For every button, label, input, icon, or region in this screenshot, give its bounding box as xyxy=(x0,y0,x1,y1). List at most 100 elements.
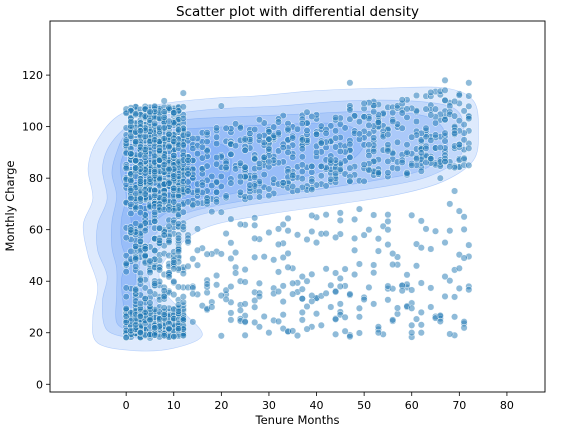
scatter-point xyxy=(251,303,259,311)
scatter-point xyxy=(298,316,306,324)
scatter-point xyxy=(251,253,259,261)
scatter-point xyxy=(241,135,249,143)
scatter-point xyxy=(293,125,302,133)
scatter-point xyxy=(136,329,144,337)
scatter-point xyxy=(365,283,373,291)
scatter-point xyxy=(208,208,216,216)
scatter-point xyxy=(170,184,178,193)
scatter-point xyxy=(170,109,178,117)
scatter-point xyxy=(141,132,149,140)
scatter-point xyxy=(436,174,444,182)
scatter-point xyxy=(355,118,363,126)
scatter-point xyxy=(403,271,411,279)
scatter-point xyxy=(170,277,178,286)
scatter-point xyxy=(308,113,316,121)
scatter-point xyxy=(151,192,159,200)
scatter-point xyxy=(427,245,435,253)
scatter-point xyxy=(303,235,311,244)
scatter-point xyxy=(460,318,468,326)
scatter-point xyxy=(403,141,411,149)
x-tick-label: 60 xyxy=(405,399,419,412)
scatter-point xyxy=(408,286,416,294)
scatter-point xyxy=(241,331,249,339)
scatter-point xyxy=(384,147,392,155)
scatter-point xyxy=(346,164,354,172)
scatter-point xyxy=(408,161,416,169)
scatter-point xyxy=(141,146,149,154)
scatter-point xyxy=(279,311,287,319)
scatter-point xyxy=(351,246,359,254)
scatter-point xyxy=(165,130,173,138)
scatter-point xyxy=(327,156,335,164)
scatter-point xyxy=(465,115,473,123)
scatter-point xyxy=(184,178,192,186)
scatter-point xyxy=(155,266,164,274)
scatter-point xyxy=(255,159,263,168)
scatter-point xyxy=(403,169,411,177)
scatter-point xyxy=(327,281,335,289)
x-tick-label: 70 xyxy=(452,399,466,412)
scatter-point xyxy=(451,112,459,120)
scatter-point xyxy=(417,167,425,175)
scatter-point xyxy=(341,124,349,132)
scatter-point xyxy=(346,153,354,162)
scatter-point xyxy=(441,239,449,247)
scatter-point xyxy=(289,327,297,335)
scatter-point xyxy=(303,302,311,311)
scatter-point xyxy=(165,222,173,230)
scatter-point xyxy=(122,304,130,313)
scatter-point xyxy=(446,330,454,338)
scatter-point xyxy=(465,241,473,249)
scatter-point xyxy=(132,138,140,146)
scatter-point xyxy=(289,134,297,142)
scatter-point xyxy=(455,141,463,149)
scatter-point xyxy=(317,122,325,130)
scatter-point xyxy=(455,264,463,272)
scatter-point xyxy=(136,127,144,135)
scatter-point xyxy=(403,105,411,113)
scatter-point xyxy=(455,117,463,125)
scatter-point xyxy=(384,141,392,149)
scatter-point xyxy=(298,136,306,144)
scatter-point xyxy=(336,300,344,308)
scatter-point xyxy=(174,248,183,256)
scatter-point xyxy=(141,251,149,260)
scatter-point xyxy=(460,324,468,332)
scatter-point xyxy=(160,124,168,132)
scatter-point xyxy=(384,226,392,234)
scatter-point xyxy=(222,124,230,132)
scatter-point xyxy=(322,265,330,273)
scatter-point xyxy=(136,276,144,284)
scatter-point xyxy=(355,313,363,321)
scatter-point xyxy=(232,120,240,128)
scatter-point xyxy=(308,185,316,194)
scatter-point xyxy=(389,117,397,126)
scatter-point xyxy=(417,217,425,225)
scatter-point xyxy=(174,307,183,315)
scatter-point xyxy=(398,124,406,132)
scatter-point xyxy=(303,277,311,285)
scatter-point xyxy=(251,214,259,222)
scatter-point xyxy=(289,182,297,190)
scatter-point xyxy=(255,292,263,300)
scatter-point xyxy=(251,296,259,305)
scatter-point xyxy=(346,106,354,114)
scatter-point xyxy=(260,119,268,127)
scatter-point xyxy=(374,247,382,255)
scatter-point xyxy=(322,129,330,137)
scatter-point xyxy=(227,215,235,223)
scatter-point xyxy=(374,118,382,127)
x-tick-label: 20 xyxy=(214,399,228,412)
scatter-point xyxy=(284,214,292,222)
scatter-point xyxy=(246,181,254,189)
scatter-point xyxy=(179,89,187,97)
scatter-point xyxy=(213,133,221,141)
scatter-point xyxy=(332,315,340,323)
scatter-point xyxy=(279,179,287,187)
scatter-point xyxy=(208,182,216,190)
scatter-point xyxy=(170,137,178,145)
scatter-point xyxy=(222,230,230,238)
scatter-point xyxy=(431,227,440,235)
scatter-point xyxy=(151,208,159,216)
scatter-point xyxy=(365,121,373,129)
